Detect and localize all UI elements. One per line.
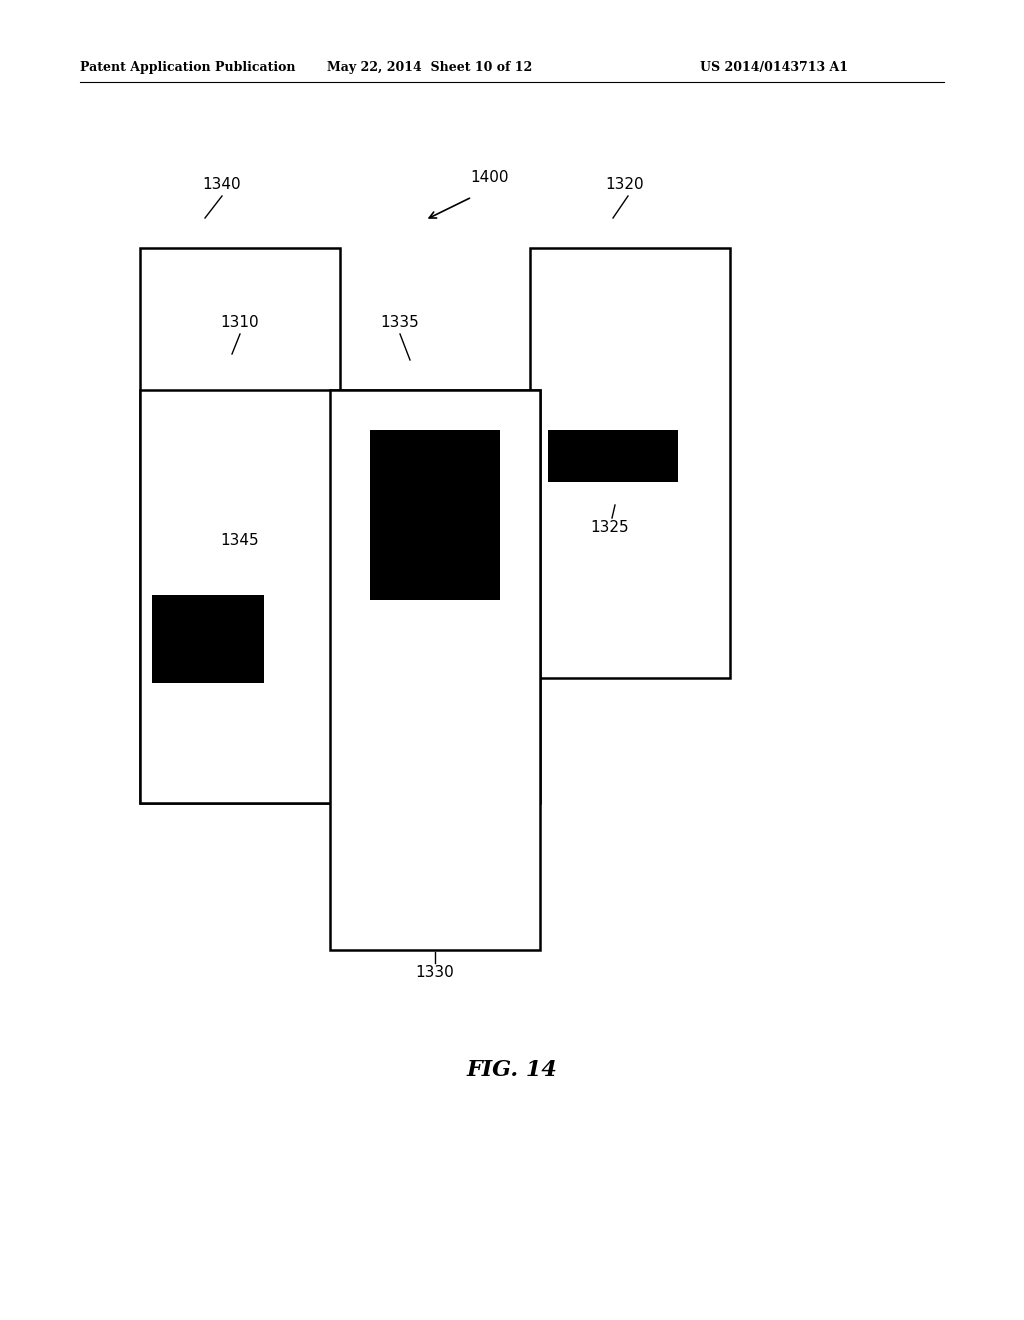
Bar	[140, 248, 340, 803]
Text: 1345: 1345	[220, 533, 259, 548]
Text: 1320: 1320	[605, 177, 644, 191]
Bar	[140, 389, 540, 803]
Bar	[330, 389, 540, 950]
Text: 1310: 1310	[221, 315, 259, 330]
Text: US 2014/0143713 A1: US 2014/0143713 A1	[700, 62, 848, 74]
Bar	[548, 430, 678, 482]
Text: 1340: 1340	[203, 177, 242, 191]
Text: 1400: 1400	[471, 170, 509, 185]
Text: FIG. 14: FIG. 14	[467, 1059, 557, 1081]
Text: 1335: 1335	[381, 315, 420, 330]
Bar	[152, 595, 264, 682]
Bar	[530, 248, 730, 678]
Text: May 22, 2014  Sheet 10 of 12: May 22, 2014 Sheet 10 of 12	[328, 62, 532, 74]
Bar	[370, 430, 500, 601]
Text: 1325: 1325	[591, 520, 630, 535]
Text: 1330: 1330	[416, 965, 455, 979]
Text: Patent Application Publication: Patent Application Publication	[80, 62, 296, 74]
